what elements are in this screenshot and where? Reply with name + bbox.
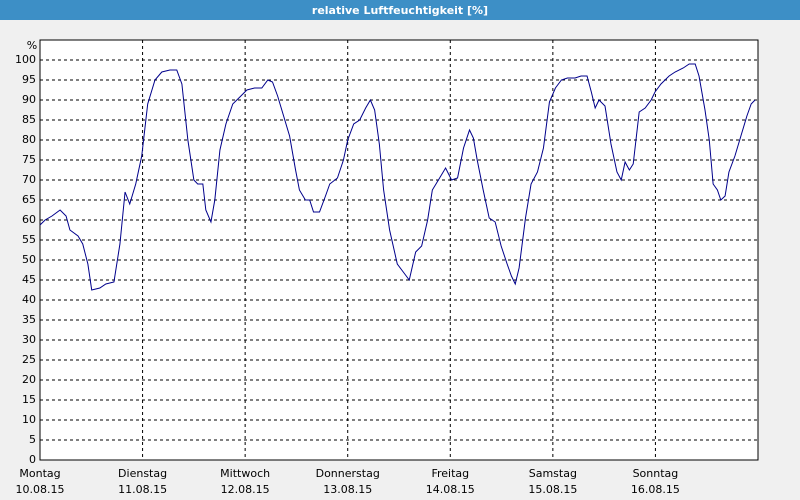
y-tick-label: 45 — [22, 273, 36, 286]
y-axis-label: % — [27, 39, 37, 52]
plot-area — [39, 39, 759, 461]
y-tick-label: 35 — [22, 313, 36, 326]
x-tick-date: 14.08.15 — [426, 483, 475, 496]
y-tick-label: 30 — [22, 333, 36, 346]
x-tick-date: 10.08.15 — [16, 483, 65, 496]
x-tick-label: Mittwoch — [220, 467, 270, 480]
x-tick-date: 15.08.15 — [528, 483, 577, 496]
y-tick-label: 80 — [22, 133, 36, 146]
y-tick-label: 70 — [22, 173, 36, 186]
y-tick-label: 65 — [22, 193, 36, 206]
y-tick-label: 20 — [22, 373, 36, 386]
y-tick-label: 95 — [22, 73, 36, 86]
data-line — [39, 63, 756, 291]
y-tick-label: 50 — [22, 253, 36, 266]
y-tick-label: 60 — [22, 213, 36, 226]
chart-title: relative Luftfeuchtigkeit [%] — [312, 4, 488, 17]
y-tick-label: 0 — [29, 453, 36, 466]
y-tick-label: 15 — [22, 393, 36, 406]
y-tick-label: 10 — [22, 413, 36, 426]
y-tick-label: 85 — [22, 113, 36, 126]
x-tick-label: Samstag — [529, 467, 577, 480]
x-tick-label: Donnerstag — [316, 467, 380, 480]
x-tick-label: Sonntag — [633, 467, 679, 480]
x-tick-label: Montag — [19, 467, 60, 480]
y-tick-label: 25 — [22, 353, 36, 366]
x-tick-date: 12.08.15 — [221, 483, 270, 496]
y-tick-label: 55 — [22, 233, 36, 246]
y-tick-label: 5 — [29, 433, 36, 446]
x-tick-date: 16.08.15 — [631, 483, 680, 496]
y-tick-label: 75 — [22, 153, 36, 166]
title-bar — [0, 0, 800, 20]
y-tick-label: 90 — [22, 93, 36, 106]
x-tick-date: 11.08.15 — [118, 483, 167, 496]
y-tick-label: 100 — [15, 53, 36, 66]
x-tick-label: Freitag — [431, 467, 469, 480]
x-tick-date: 13.08.15 — [323, 483, 372, 496]
x-tick-label: Dienstag — [118, 467, 167, 480]
y-tick-label: 40 — [22, 293, 36, 306]
